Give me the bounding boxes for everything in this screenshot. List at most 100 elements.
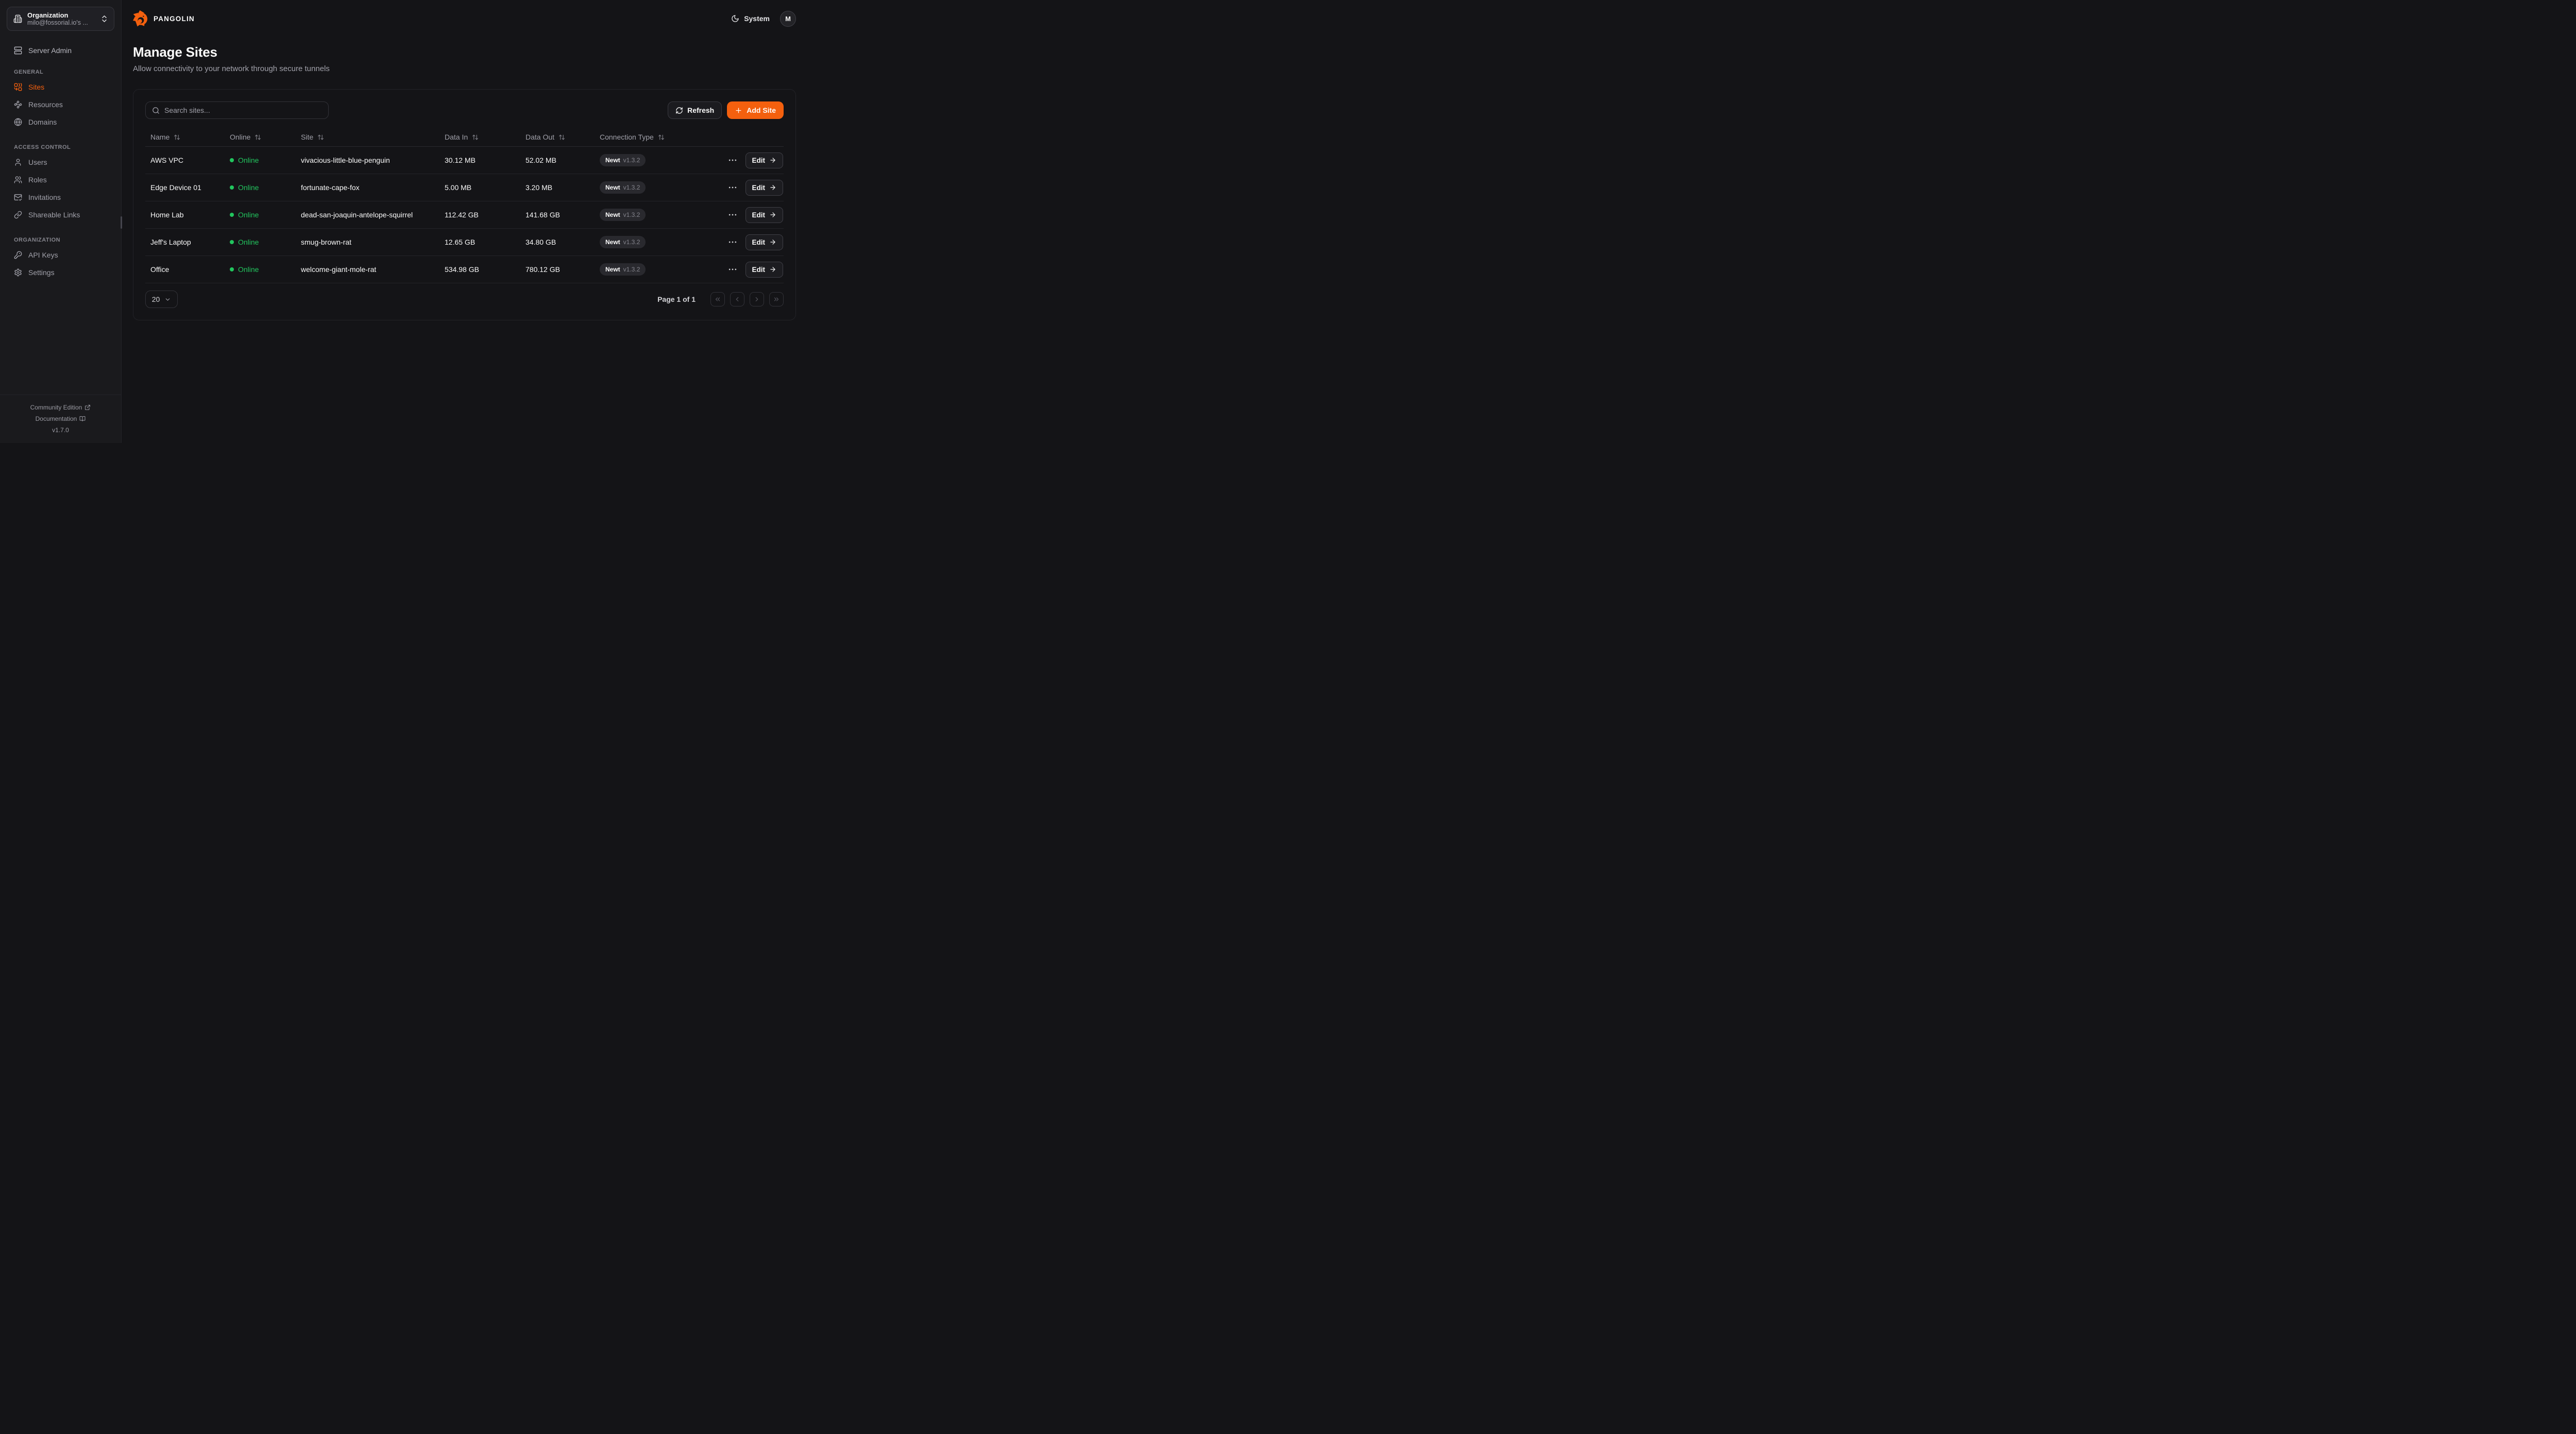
edit-label: Edit	[752, 265, 766, 274]
cell-data-in: 5.00 MB	[445, 183, 472, 192]
version-label: v1.7.0	[52, 426, 69, 434]
first-page-button[interactable]	[710, 292, 725, 306]
search-input[interactable]	[164, 106, 322, 114]
sidebar-item-label: Users	[28, 158, 47, 166]
column-header-site[interactable]: Site	[296, 133, 439, 141]
edit-button[interactable]: Edit	[745, 207, 783, 223]
documentation-link[interactable]: Documentation	[0, 413, 121, 424]
building-icon	[13, 14, 22, 23]
row-menu-button[interactable]	[727, 182, 738, 193]
ellipsis-icon	[727, 182, 738, 193]
avatar-initial: M	[785, 14, 791, 23]
edit-button[interactable]: Edit	[745, 234, 783, 250]
previous-page-button[interactable]	[730, 292, 744, 306]
row-menu-button[interactable]	[727, 210, 738, 220]
column-label: Site	[301, 133, 314, 141]
next-page-button[interactable]	[750, 292, 764, 306]
column-header-data-in[interactable]: Data In	[439, 133, 520, 141]
table-header-row: Name Online Site Data In Data Out Connection …	[145, 128, 784, 147]
last-page-button[interactable]	[769, 292, 784, 306]
ellipsis-icon	[727, 155, 738, 165]
page-head: Manage Sites Allow connectivity to your …	[133, 44, 796, 74]
sidebar-item-label: Server Admin	[28, 46, 72, 55]
org-switcher[interactable]: Organization milo@fossorial.io's ...	[7, 7, 114, 31]
brand: PANGOLIN	[133, 10, 195, 27]
server-icon	[14, 46, 22, 55]
arrow-right-icon	[769, 238, 776, 246]
user-icon	[14, 158, 22, 166]
column-header-online[interactable]: Online	[225, 133, 296, 141]
cell-online-status: Online	[225, 183, 296, 192]
sidebar-item-server-admin[interactable]: Server Admin	[7, 43, 114, 57]
row-menu-button[interactable]	[727, 237, 738, 247]
online-status-label: Online	[238, 265, 259, 274]
refresh-button[interactable]: Refresh	[668, 101, 722, 119]
cell-connection-type: Newt v1.3.2	[595, 154, 716, 166]
sidebar-resize-handle[interactable]	[121, 216, 122, 229]
arrow-right-icon	[769, 157, 776, 164]
community-edition-link[interactable]: Community Edition	[0, 402, 121, 413]
edit-button[interactable]: Edit	[745, 152, 783, 168]
column-label: Name	[150, 133, 170, 141]
table-row: Edge Device 01 Online fortunate-cape-fox 5.…	[145, 174, 784, 201]
sidebar-item-settings[interactable]: Settings	[7, 265, 114, 279]
pager: Page 1 of 1	[657, 292, 784, 306]
globe-icon	[14, 118, 22, 126]
cell-connection-type: Newt v1.3.2	[595, 181, 716, 194]
sites-card: Refresh Add Site Name Online Site Data In Da…	[133, 89, 796, 320]
cell-online-status: Online	[225, 265, 296, 274]
cell-actions: Edit	[716, 234, 784, 250]
sidebar-item-resources[interactable]: Resources	[7, 97, 114, 111]
column-header-name[interactable]: Name	[145, 133, 225, 141]
cell-site-slug: smug-brown-rat	[301, 238, 352, 246]
sidebar-item-roles[interactable]: Roles	[7, 173, 114, 186]
edit-label: Edit	[752, 156, 766, 164]
sidebar-section-organization: ORGANIZATION	[14, 237, 61, 243]
sort-icon	[472, 134, 479, 141]
connection-version: v1.3.2	[623, 157, 640, 164]
avatar[interactable]: M	[780, 10, 796, 27]
edit-button[interactable]: Edit	[745, 261, 783, 278]
table-row: AWS VPC Online vivacious-little-blue-pengu…	[145, 147, 784, 174]
row-menu-button[interactable]	[727, 155, 738, 165]
theme-toggle[interactable]: System	[731, 14, 770, 23]
ellipsis-icon	[727, 264, 738, 275]
edit-button[interactable]: Edit	[745, 179, 783, 196]
main-content: PANGOLIN System M Manage Sites Allow con…	[122, 0, 808, 443]
add-site-label: Add Site	[747, 106, 776, 114]
page-size-value: 20	[151, 295, 160, 303]
online-dot	[230, 158, 234, 162]
cell-actions: Edit	[716, 261, 784, 278]
plus-icon	[735, 107, 742, 114]
edit-label: Edit	[752, 211, 766, 219]
sidebar-item-shareable-links[interactable]: Shareable Links	[7, 208, 114, 221]
search-box	[145, 101, 329, 119]
sidebar-item-label: Settings	[28, 268, 55, 277]
connection-version: v1.3.2	[623, 266, 640, 273]
page-size-select[interactable]: 20	[145, 291, 178, 308]
sidebar-item-invitations[interactable]: Invitations	[7, 190, 114, 204]
sidebar-item-sites[interactable]: Sites	[7, 80, 114, 94]
column-header-connection-type[interactable]: Connection Type	[595, 133, 716, 141]
sidebar: Organization milo@fossorial.io's ... Ser…	[0, 0, 122, 443]
cell-site-name: Jeff's Laptop	[150, 238, 191, 246]
connection-version: v1.3.2	[623, 211, 640, 218]
sidebar-item-domains[interactable]: Domains	[7, 115, 114, 129]
sidebar-item-label: Domains	[28, 117, 57, 126]
table-row: Jeff's Laptop Online smug-brown-rat 12.65 G…	[145, 229, 784, 256]
chevron-left-icon	[734, 296, 741, 303]
book-open-icon	[79, 416, 86, 422]
sidebar-item-label: API Keys	[28, 250, 58, 259]
table-row: Home Lab Online dead-san-joaquin-antelope-…	[145, 201, 784, 229]
cell-online-status: Online	[225, 156, 296, 164]
sidebar-item-api-keys[interactable]: API Keys	[7, 248, 114, 262]
cell-online-status: Online	[225, 211, 296, 219]
sidebar-item-label: Shareable Links	[28, 210, 80, 219]
waypoints-icon	[14, 100, 22, 109]
column-header-data-out[interactable]: Data Out	[520, 133, 595, 141]
add-site-button[interactable]: Add Site	[727, 101, 784, 119]
sidebar-item-users[interactable]: Users	[7, 155, 114, 169]
cell-actions: Edit	[716, 152, 784, 168]
cell-site-slug: welcome-giant-mole-rat	[301, 265, 377, 274]
row-menu-button[interactable]	[727, 264, 738, 275]
